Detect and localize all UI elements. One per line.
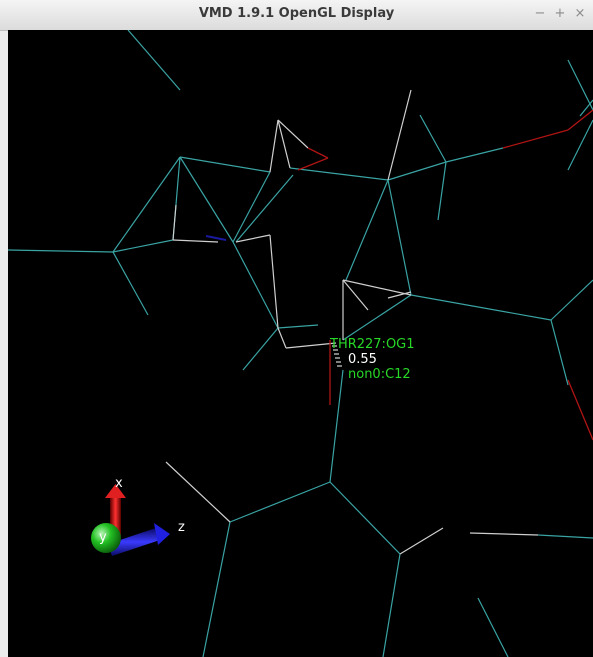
bond [165, 461, 231, 523]
bond [382, 553, 401, 657]
atom-label-thr227: THR227:OG1 [329, 337, 415, 352]
bond [112, 239, 174, 253]
bond [307, 147, 329, 159]
y-axis-label: y [99, 530, 107, 545]
bond [445, 147, 504, 163]
bond [469, 532, 539, 536]
bond [579, 99, 593, 117]
bond [567, 379, 593, 441]
bond [387, 161, 447, 181]
bond [127, 30, 181, 91]
molecule-render: THR227:OG1 0.55 non0:C12 x y z [8, 30, 593, 657]
bond [550, 279, 593, 321]
bond [289, 167, 389, 181]
bond [567, 59, 593, 111]
window-controls: − + × [533, 6, 587, 22]
bond [285, 342, 337, 349]
maximize-button[interactable]: + [554, 6, 566, 21]
bond [179, 156, 271, 173]
bond [242, 327, 279, 371]
axes-indicator: x y z [91, 476, 185, 556]
title-bar[interactable]: VMD 1.9.1 OpenGL Display − + × [0, 0, 593, 31]
bond [329, 369, 344, 483]
atom-label-non0: non0:C12 [348, 367, 411, 382]
bond [342, 279, 369, 311]
bond [112, 251, 149, 316]
bond [342, 294, 412, 341]
bond [342, 279, 412, 296]
distance-measure-dashes [332, 345, 342, 367]
bond [387, 179, 412, 296]
bond [277, 327, 287, 349]
distance-label: 0.55 [348, 352, 377, 367]
bond [502, 129, 569, 149]
bond [8, 249, 114, 253]
bond [202, 521, 231, 657]
bond [387, 89, 412, 181]
bond [550, 319, 569, 386]
bond [179, 156, 234, 243]
bond [269, 234, 279, 329]
bond [329, 481, 401, 555]
x-axis-cylinder [110, 492, 121, 538]
bond [399, 527, 444, 555]
x-axis-cone [105, 484, 126, 498]
bond [235, 174, 294, 243]
z-axis-cylinder [108, 528, 160, 556]
bond [345, 179, 389, 281]
bond [229, 481, 331, 523]
opengl-viewport[interactable]: THR227:OG1 0.55 non0:C12 x y z [8, 30, 593, 657]
bond [277, 119, 309, 149]
bond [477, 597, 509, 657]
z-axis-label: z [178, 520, 185, 535]
nitrogen-bond [205, 235, 227, 241]
bond [112, 156, 181, 253]
bond [172, 204, 177, 241]
bond [277, 119, 291, 169]
bond [235, 234, 271, 243]
bond [567, 109, 593, 131]
bond [410, 294, 552, 321]
white-bonds [165, 89, 539, 555]
window-title: VMD 1.9.1 OpenGL Display [198, 6, 395, 21]
bond [232, 171, 271, 243]
bond [269, 119, 279, 173]
bond [419, 114, 447, 163]
bond [437, 161, 447, 221]
close-button[interactable]: × [574, 6, 586, 21]
x-axis-label: x [115, 476, 123, 491]
bond [277, 324, 319, 329]
bond [172, 239, 219, 243]
minimize-button[interactable]: − [534, 6, 546, 21]
bond [387, 291, 412, 299]
y-axis-sphere [91, 523, 121, 553]
z-axis-cone [154, 523, 170, 545]
red-bonds [297, 109, 593, 441]
bond [232, 241, 279, 329]
bond [297, 157, 329, 171]
cyan-bonds [8, 30, 593, 657]
bond [537, 534, 593, 539]
bond [567, 119, 593, 171]
